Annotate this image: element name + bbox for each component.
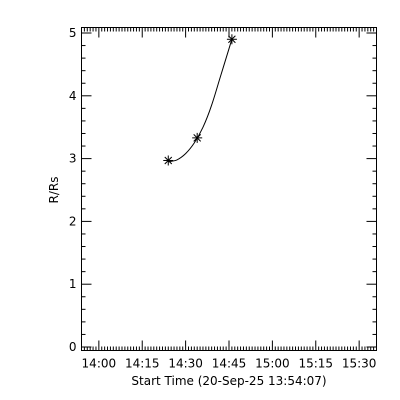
y-tick-label: 4: [69, 89, 77, 103]
data-point: [192, 132, 203, 143]
data-markers: [163, 34, 237, 166]
y-tick-label: 5: [69, 26, 77, 40]
fit-curve: [168, 39, 233, 163]
x-tick-label: 15:00: [255, 357, 290, 371]
y-axis-label: R/Rs: [47, 177, 61, 204]
plot-frame: [81, 27, 377, 351]
y-tick-label: 3: [69, 152, 77, 166]
x-tick-label: 15:30: [342, 357, 377, 371]
x-axis-label: Start Time (20-Sep-25 13:54:07): [131, 374, 326, 388]
y-axis: 0 1 2 3 4 5: [69, 26, 377, 354]
x-tick-label: 14:30: [168, 357, 203, 371]
x-tick-label: 14:00: [82, 357, 117, 371]
y-tick-label: 1: [69, 277, 77, 291]
data-point: [226, 34, 237, 45]
x-axis: 14:00 14:15 14:30 14:45 15:00 15:15 15:30: [81, 27, 377, 371]
data-point: [163, 155, 174, 166]
x-tick-label: 14:15: [125, 357, 160, 371]
x-tick-label: 14:45: [212, 357, 247, 371]
x-tick-label: 15:15: [298, 357, 333, 371]
y-tick-label: 0: [69, 340, 77, 354]
y-tick-label: 2: [69, 214, 77, 228]
